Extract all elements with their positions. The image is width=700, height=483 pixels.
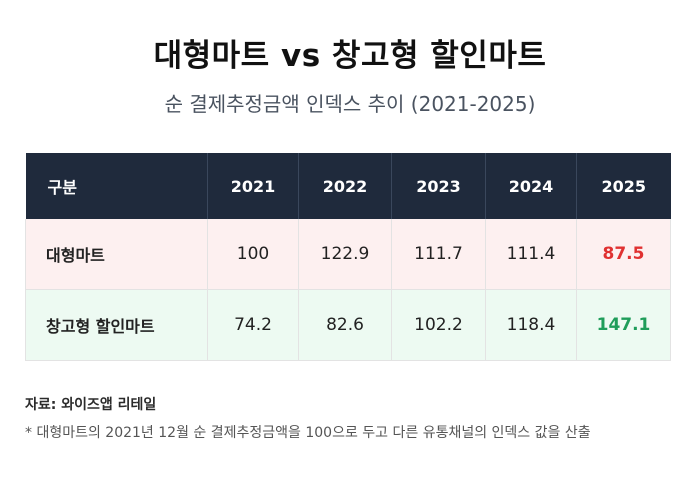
header-year: 2024 (485, 153, 577, 219)
table-cell: 74.2 (207, 289, 299, 361)
table-cell: 118.4 (485, 289, 577, 361)
table-cell: 82.6 (298, 289, 392, 361)
table-row-warehouse: 창고형 할인마트 74.2 82.6 102.2 118.4 147.1 (25, 289, 671, 361)
table-cell: 111.4 (485, 219, 577, 290)
page-subtitle: 순 결제추정금액 인덱스 추이 (2021-2025) (164, 92, 536, 116)
table-cell: 122.9 (298, 219, 392, 290)
header-year: 2023 (391, 153, 486, 219)
table-header-row: 구분 2021 2022 2023 2024 2025 (25, 153, 671, 219)
index-table: 구분 2021 2022 2023 2024 2025 대형마트 100 122… (25, 153, 671, 361)
table-cell: 102.2 (391, 289, 486, 361)
row-label: 대형마트 (25, 219, 208, 290)
table-cell: 111.7 (391, 219, 486, 290)
table-row-hypermarket: 대형마트 100 122.9 111.7 111.4 87.5 (25, 219, 671, 290)
table-cell: 100 (207, 219, 299, 290)
source-text: 자료: 와이즈앱 리테일 (25, 397, 157, 413)
footnote-text: * 대형마트의 2021년 12월 순 결제추정금액을 100으로 두고 다른 … (25, 425, 591, 441)
page-title: 대형마트 vs 창고형 할인마트 (153, 38, 547, 74)
row-label: 창고형 할인마트 (25, 289, 208, 361)
table-cell-highlight: 147.1 (576, 289, 671, 361)
table-cell-highlight: 87.5 (576, 219, 671, 290)
header-year: 2022 (298, 153, 392, 219)
header-year: 2025 (576, 153, 671, 219)
header-year: 2021 (207, 153, 299, 219)
header-category: 구분 (25, 153, 208, 219)
